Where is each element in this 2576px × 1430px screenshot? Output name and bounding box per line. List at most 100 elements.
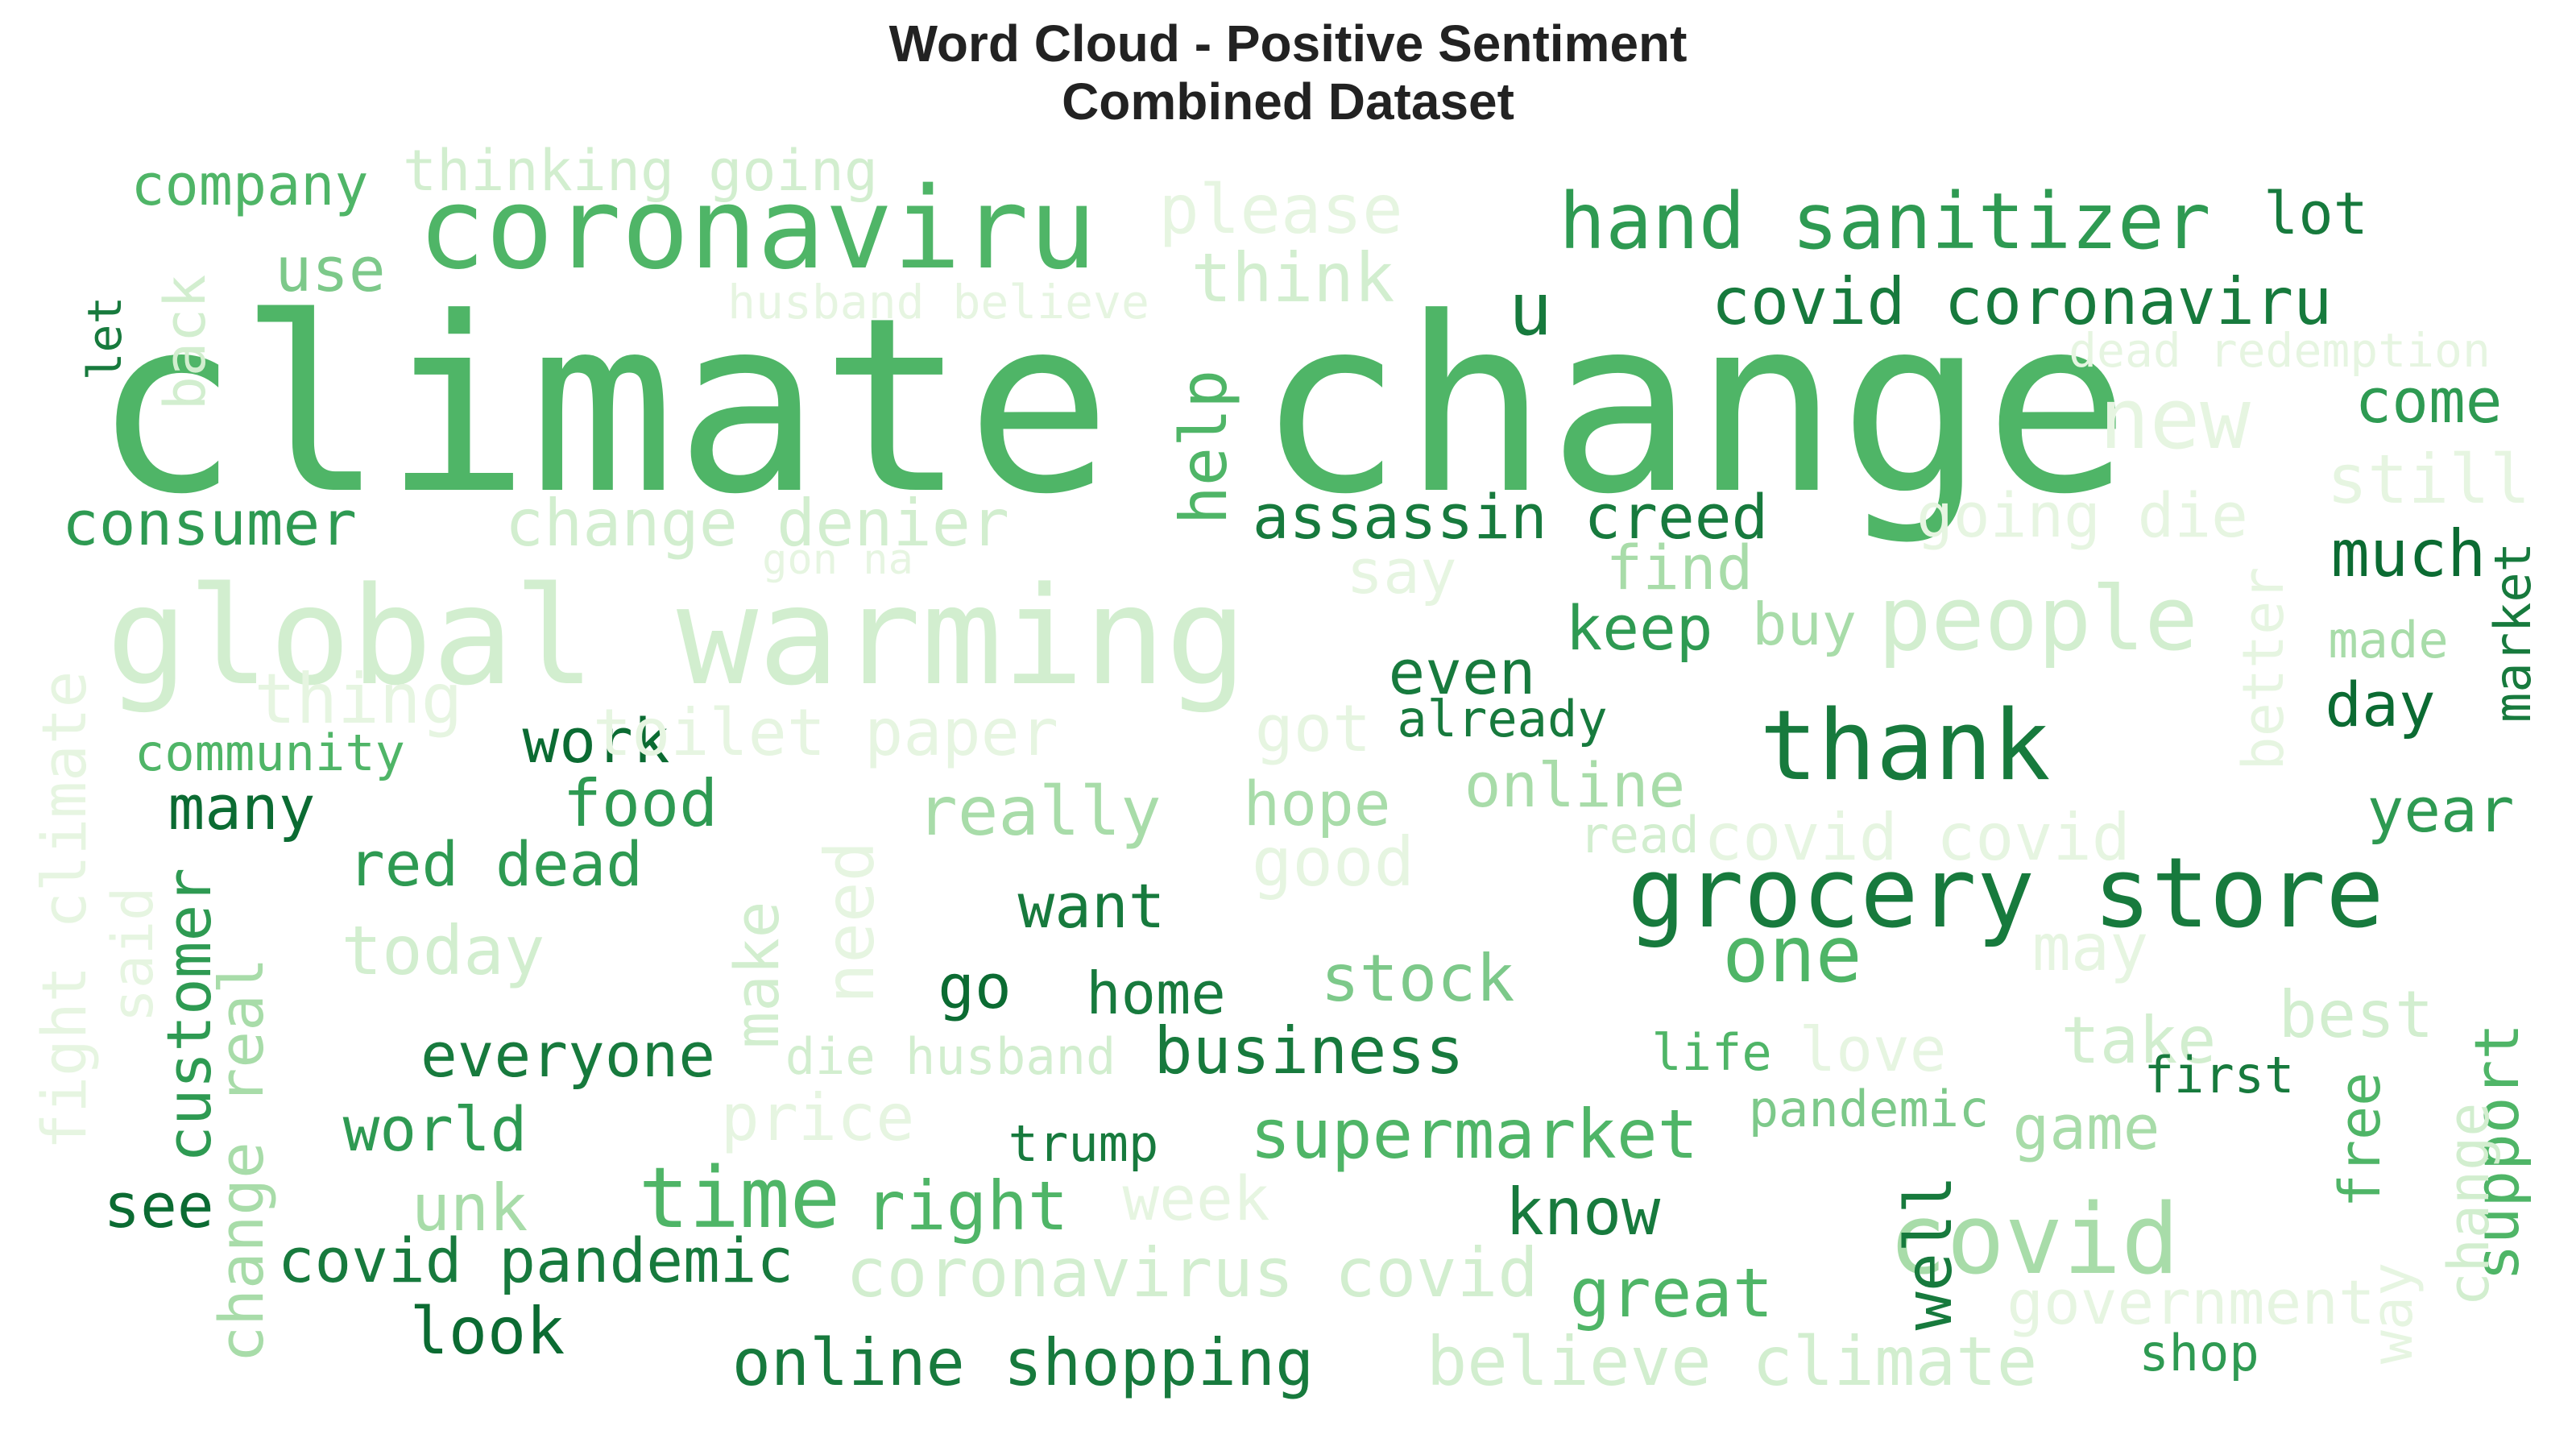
word-cloud-term: take [2060, 1003, 2217, 1078]
word-cloud-term: stock [1320, 941, 1515, 1016]
word-cloud-term: world [342, 1093, 528, 1165]
word-cloud-term: help [1166, 369, 1241, 525]
word-cloud-term: lot [2263, 180, 2369, 247]
word-cloud-term: week [1122, 1163, 1270, 1234]
word-cloud-term: shop [2139, 1324, 2259, 1382]
word-cloud-term: red dead [347, 828, 644, 900]
word-cloud-term: buy [1751, 591, 1857, 658]
word-cloud-term: need [810, 840, 889, 1005]
word-cloud-term: come [2354, 365, 2503, 437]
word-cloud-term: gon na [762, 536, 913, 584]
word-cloud-term: much [2330, 516, 2487, 591]
word-cloud-term: coronaviru [417, 164, 1097, 295]
word-cloud-term: want [1017, 870, 1166, 942]
word-cloud-term: pandemic [1748, 1080, 1990, 1138]
word-cloud-term: online shopping [731, 1325, 1315, 1400]
word-cloud-term: work [522, 705, 670, 777]
word-cloud-term: good [1251, 823, 1415, 902]
word-cloud-term: made [2328, 611, 2449, 669]
word-cloud-term: right [864, 1167, 1069, 1246]
word-cloud-term: coronavirus covid [846, 1233, 1539, 1312]
word-cloud-term: game [2012, 1092, 2160, 1163]
word-cloud-term: covid coronaviru [1711, 264, 2333, 339]
word-cloud-term: change real [205, 957, 277, 1363]
word-cloud-term: thank [1759, 690, 2051, 802]
word-cloud-term: consumer [61, 487, 358, 559]
word-cloud-term: best [2278, 977, 2434, 1052]
word-cloud-term: government [2007, 1266, 2375, 1338]
word-cloud-term: global warming [106, 557, 1248, 715]
word-cloud-term: people [1878, 567, 2198, 670]
word-cloud-term: market [2483, 542, 2542, 723]
word-cloud-term: business [1153, 1013, 1464, 1088]
word-cloud-term: well [1891, 1175, 1966, 1331]
word-cloud-term: covid [1888, 1184, 2180, 1296]
word-cloud-term: make [721, 901, 793, 1049]
word-cloud-term: year [2367, 774, 2515, 846]
word-cloud-term: dead redemption [2069, 323, 2491, 378]
word-cloud-term: use [275, 234, 386, 305]
word-cloud-term: food [562, 766, 719, 841]
word-cloud-term: first [2143, 1046, 2295, 1105]
word-cloud-term: day [2325, 669, 2436, 740]
word-cloud-term: really [917, 772, 1162, 851]
word-cloud-term: time [638, 1149, 841, 1247]
word-cloud-term: read [1579, 806, 1700, 864]
word-cloud-term: thinking going [402, 138, 879, 204]
chart-subtitle: Combined Dataset [1062, 73, 1514, 131]
word-cloud-term: assassin creed [1252, 481, 1769, 553]
word-cloud-term: find [1605, 532, 1754, 603]
word-cloud-term: change [2436, 1102, 2502, 1307]
word-cloud-term: say [1346, 536, 1457, 607]
word-cloud-term: free [2327, 1071, 2393, 1208]
word-cloud-term: see [103, 1170, 214, 1241]
word-cloud-term: fight climate [28, 670, 100, 1150]
word-cloud-term: hand sanitizer [1559, 176, 2211, 267]
word-cloud-term: already [1397, 690, 1608, 748]
chart-title: Word Cloud - Positive Sentiment [888, 15, 1688, 73]
word-cloud-term: one [1722, 910, 1862, 1000]
word-cloud-term: great [1569, 1254, 1774, 1333]
word-cloud-term: unk [411, 1171, 528, 1246]
word-cloud-term: life [1651, 1023, 1772, 1082]
word-cloud-term: company [130, 152, 369, 218]
word-cloud-term: online [1464, 749, 1686, 821]
word-cloud-term: better [2230, 566, 2296, 771]
word-cloud-term: thing [254, 659, 463, 740]
word-cloud-term: may [2031, 910, 2149, 985]
word-cloud-term: u [1508, 267, 1553, 352]
word-cloud-term: believe climate [1426, 1322, 2038, 1401]
word-cloud-term: many [168, 772, 316, 843]
word-cloud-term: everyone [420, 1019, 716, 1091]
word-cloud-term: going die [1916, 479, 2248, 551]
word-cloud-term: know [1505, 1175, 1661, 1250]
word-cloud-term: keep [1565, 592, 1713, 664]
word-cloud-term: go [938, 951, 1012, 1022]
word-cloud-term: climate change [93, 266, 2131, 547]
word-cloud-term: home [1086, 960, 1226, 1027]
word-cloud-term: please [1158, 170, 1403, 249]
word-cloud-term: got [1254, 691, 1372, 766]
word-cloud-term: die husband [785, 1027, 1116, 1086]
word-cloud-term: hope [1243, 768, 1391, 839]
word-cloud-term: new [2099, 370, 2251, 468]
word-cloud-term: let [77, 296, 132, 381]
word-cloud-term: love [1799, 1013, 1947, 1085]
word-cloud-term: back [152, 274, 218, 411]
word-cloud-term: price [720, 1080, 915, 1155]
word-cloud-term: trump [1008, 1114, 1159, 1173]
word-cloud-term: think [1191, 238, 1395, 317]
word-cloud-term: community [135, 723, 405, 782]
word-cloud-term: toilet paper [593, 695, 1058, 770]
word-cloud-term: still [2326, 440, 2531, 519]
word-cloud-term: covid pandemic [277, 1225, 794, 1296]
word-cloud-term: change denier [504, 486, 1010, 561]
word-cloud-term: grocery store [1627, 838, 2384, 950]
word-cloud-term: supermarket [1249, 1095, 1699, 1174]
word-cloud-term: covid covid [1704, 800, 2131, 875]
word-cloud-term: today [341, 911, 545, 990]
word-cloud-term: look [409, 1294, 565, 1369]
word-cloud-term: husband believe [727, 275, 1149, 330]
word-cloud-term: even [1388, 636, 1536, 708]
